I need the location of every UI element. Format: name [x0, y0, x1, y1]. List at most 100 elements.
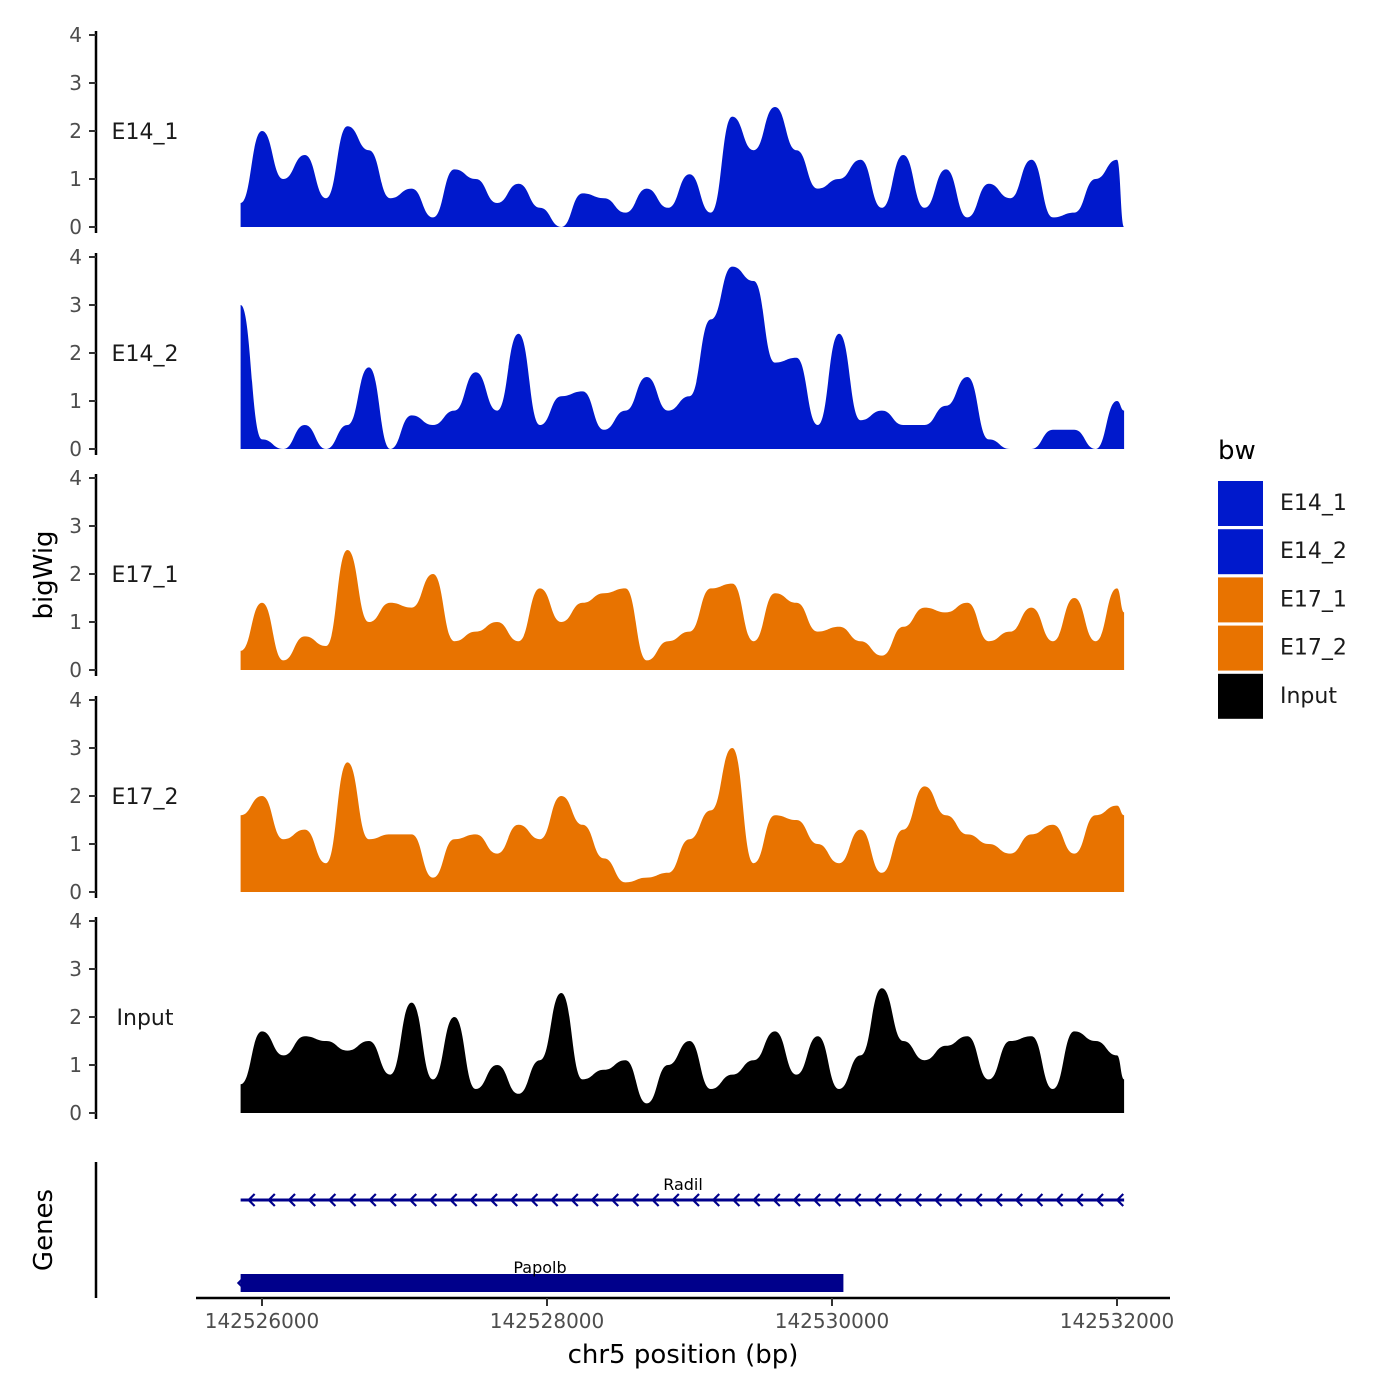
strand-arrow — [428, 1193, 438, 1207]
legend-swatch-E14_2 — [1218, 529, 1263, 575]
x-axis: 142526000 142528000 142530000 142532000 chr… — [196, 1296, 1175, 1370]
y-tick-label: 3 — [69, 71, 82, 95]
strand-arrow — [489, 1193, 498, 1207]
area-E17_2 — [240, 748, 1125, 892]
track-E14_1: 0 1 2 3 4 E14_1 — [69, 23, 1125, 239]
legend-swatch-E17_1 — [1218, 577, 1263, 623]
area-Input — [240, 988, 1125, 1113]
y-tick-label: 1 — [69, 389, 82, 413]
strand-arrow — [994, 1193, 1003, 1207]
genes-panel: Genes Radil Papolb — [29, 1162, 1125, 1298]
strand-arrow — [550, 1193, 559, 1207]
y-tick-label: 1 — [69, 167, 82, 191]
y-tick-label: 2 — [69, 1005, 82, 1029]
strand-arrow — [327, 1193, 337, 1207]
x-tick-label: 142530000 — [775, 1309, 890, 1333]
strand-arrow — [1095, 1193, 1104, 1207]
strand-arrow — [772, 1193, 781, 1207]
y-tick-label: 4 — [69, 23, 82, 47]
y-tick-label: 2 — [69, 119, 82, 143]
y-tick-label: 2 — [69, 562, 82, 586]
legend-swatch-E14_1 — [1218, 481, 1263, 526]
legend-item-E14_1: E14_1 — [1218, 481, 1347, 526]
genes-axis-title: Genes — [29, 1189, 59, 1271]
track-E17_2: 0 1 2 3 4 E17_2 — [69, 688, 1125, 904]
gene-body-Papolb — [240, 1274, 844, 1292]
y-tick-label: 0 — [69, 1101, 82, 1125]
legend-item-Input: Input — [1218, 673, 1337, 719]
strand-arrow — [1014, 1193, 1024, 1207]
strand-arrow — [1034, 1193, 1044, 1207]
y-tick-label: 3 — [69, 293, 82, 317]
track-E14_2: 0 1 2 3 4 E14_2 — [69, 245, 1125, 461]
y-tick-label: 0 — [69, 880, 82, 904]
y-tick-label: 4 — [69, 909, 82, 933]
y-tick-label: 0 — [69, 437, 82, 461]
strand-arrow — [1075, 1193, 1084, 1207]
strand-arrow — [812, 1193, 822, 1207]
x-tick-label: 142528000 — [490, 1309, 605, 1333]
y-tick-label: 4 — [69, 466, 82, 490]
strand-arrow — [236, 1276, 246, 1290]
strand-arrow — [873, 1193, 882, 1207]
strand-arrow — [247, 1193, 256, 1207]
track-Input: 0 1 2 3 4 Input — [69, 909, 1125, 1125]
strand-arrow — [1115, 1193, 1125, 1207]
legend-label-E17_2: E17_2 — [1280, 636, 1347, 661]
y-tick-label: 0 — [69, 215, 82, 239]
gene-marks: Radil Papolb — [236, 1175, 1125, 1292]
strand-arrow — [752, 1193, 761, 1207]
y-tick-label: 1 — [69, 832, 82, 856]
y-tick-label: 0 — [69, 658, 82, 682]
strand-arrow — [590, 1193, 599, 1207]
y-tick-label: 3 — [69, 514, 82, 538]
strand-arrow — [913, 1193, 923, 1207]
strand-arrow — [267, 1193, 276, 1207]
strand-arrow — [974, 1193, 983, 1207]
strand-arrow — [711, 1193, 721, 1207]
strand-arrow — [449, 1193, 458, 1207]
strand-arrow — [570, 1193, 579, 1207]
signal-tracks: 0 1 2 3 4 E14_1 0 1 2 3 4 E14_2 0 1 2 3 4 E17_1 0 1 2 3 4 E17_2… — [69, 23, 1125, 1125]
strand-arrow — [388, 1193, 397, 1207]
track-label-E17_2: E17_2 — [112, 785, 179, 810]
legend-item-E14_2: E14_2 — [1218, 529, 1347, 575]
strand-arrow — [307, 1193, 317, 1207]
strand-arrow — [731, 1193, 741, 1207]
legend-items: E14_1 E14_2 E17_1 E17_2 Input — [1218, 481, 1347, 719]
strand-arrow — [1055, 1193, 1064, 1207]
area-E14_1 — [240, 107, 1125, 227]
track-label-E17_1: E17_1 — [112, 563, 179, 588]
strand-arrow — [408, 1193, 418, 1207]
area-E14_2 — [240, 266, 1125, 449]
track-label-E14_2: E14_2 — [112, 342, 179, 367]
gene-label-Papolb: Papolb — [513, 1258, 566, 1277]
strand-arrow — [348, 1193, 357, 1207]
strand-arrow — [529, 1193, 539, 1207]
y-tick-label: 1 — [69, 1053, 82, 1077]
y-tick-label: 4 — [69, 688, 82, 712]
legend-label-Input: Input — [1280, 684, 1337, 709]
legend-item-E17_2: E17_2 — [1218, 625, 1347, 671]
strand-arrow — [853, 1193, 862, 1207]
strand-arrow — [792, 1193, 801, 1207]
strand-arrow — [893, 1193, 902, 1207]
strand-arrow — [469, 1193, 478, 1207]
strand-arrow — [691, 1193, 700, 1207]
gene-Papolb: Papolb — [236, 1258, 844, 1292]
gene-label-Radil: Radil — [663, 1175, 703, 1194]
strand-arrow — [287, 1193, 296, 1207]
strand-arrow — [933, 1193, 943, 1207]
strand-arrow — [671, 1193, 680, 1207]
track-E17_1: 0 1 2 3 4 E17_1 — [69, 466, 1125, 682]
strand-arrow — [610, 1193, 620, 1207]
y-axis-title: bigWig — [29, 530, 59, 619]
strand-arrow — [651, 1193, 660, 1207]
x-tick-label: 142532000 — [1060, 1309, 1175, 1333]
gene-Radil: Radil — [240, 1175, 1125, 1207]
y-tick-label: 4 — [69, 245, 82, 269]
legend-title: bw — [1218, 436, 1256, 466]
legend-swatch-Input — [1218, 673, 1263, 719]
legend-label-E14_2: E14_2 — [1280, 539, 1347, 564]
